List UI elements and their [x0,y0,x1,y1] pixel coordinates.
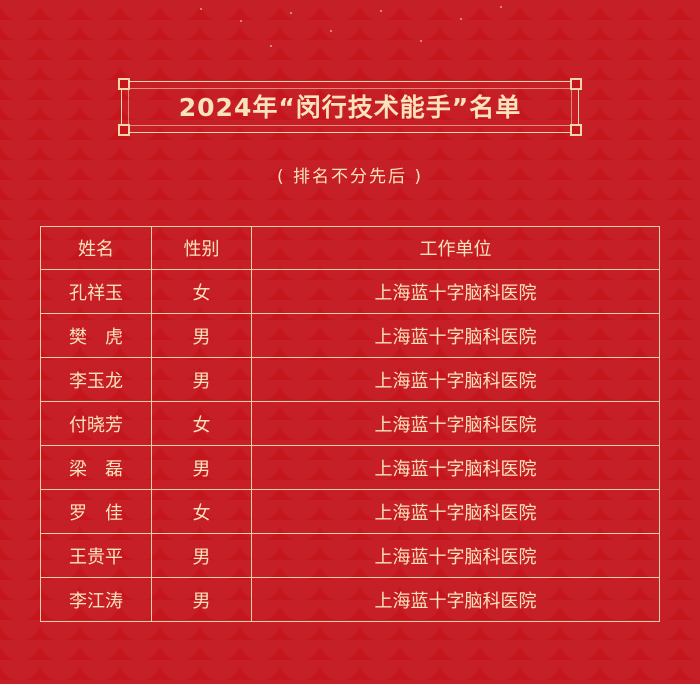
sparkle-decoration [180,0,520,70]
corner-ornament [118,124,130,136]
page-title: 2024年“闵行技术能手”名单 [178,93,522,122]
corner-ornament [118,78,130,90]
cell-name: 梁 磊 [40,445,152,490]
cell-workplace: 上海蓝十字脑科医院 [251,445,660,490]
cell-name: 罗 佳 [40,489,152,534]
cell-gender: 男 [151,445,252,490]
cell-gender: 男 [151,357,252,402]
cell-gender: 女 [151,269,252,314]
name-list-table: 姓名 性别 工作单位 孔祥玉女上海蓝十字脑科医院樊 虎男上海蓝十字脑科医院 李玉龙… [40,226,660,622]
table-row: 李江涛男上海蓝十字脑科医院 [40,577,660,622]
cell-workplace: 上海蓝十字脑科医院 [251,357,660,402]
cell-name: 李江涛 [40,577,152,622]
table-row: 樊 虎男上海蓝十字脑科医院 [40,313,660,358]
cell-workplace: 上海蓝十字脑科医院 [251,489,660,534]
table-row: 付晓芳女上海蓝十字脑科医院 [40,401,660,446]
cell-name: 樊 虎 [40,313,152,358]
cell-workplace: 上海蓝十字脑科医院 [251,533,660,578]
cell-gender: 女 [151,401,252,446]
cell-workplace: 上海蓝十字脑科医院 [251,401,660,446]
title-frame: 2024年“闵行技术能手”名单 [118,78,582,136]
table-row: 李玉龙男上海蓝十字脑科医院 [40,357,660,402]
header-name: 姓名 [40,226,152,270]
cell-name: 付晓芳 [40,401,152,446]
cell-name: 李玉龙 [40,357,152,402]
cell-gender: 男 [151,577,252,622]
table-row: 孔祥玉女上海蓝十字脑科医院 [40,269,660,314]
cell-gender: 女 [151,489,252,534]
table-header-row: 姓名 性别 工作单位 [40,226,660,270]
corner-ornament [570,124,582,136]
cell-gender: 男 [151,313,252,358]
header-workplace: 工作单位 [251,226,660,270]
cell-workplace: 上海蓝十字脑科医院 [251,269,660,314]
header-gender: 性别 [151,226,252,270]
table-row: 罗 佳女上海蓝十字脑科医院 [40,489,660,534]
cell-name: 孔祥玉 [40,269,152,314]
cell-workplace: 上海蓝十字脑科医院 [251,577,660,622]
table-row: 王贵平男上海蓝十字脑科医院 [40,533,660,578]
subtitle: ( 排名不分先后 ) [276,167,424,187]
cell-name: 王贵平 [40,533,152,578]
table-row: 梁 磊男上海蓝十字脑科医院 [40,445,660,490]
cell-gender: 男 [151,533,252,578]
cell-workplace: 上海蓝十字脑科医院 [251,313,660,358]
corner-ornament [570,78,582,90]
